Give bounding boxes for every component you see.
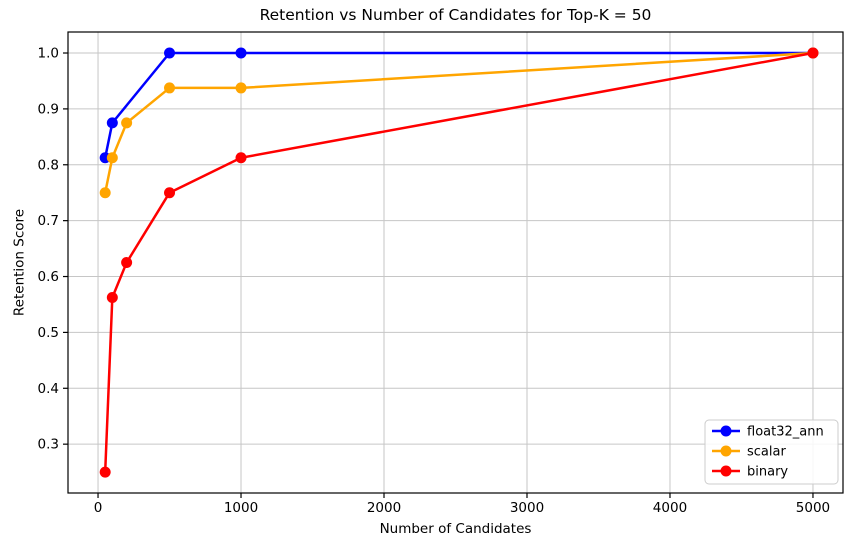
y-tick-label-6: 0.9	[38, 101, 59, 117]
y-tick-label-3: 0.6	[38, 269, 59, 285]
marker-scalar-3	[164, 82, 176, 94]
marker-scalar-2	[121, 117, 133, 129]
marker-binary-1	[106, 291, 118, 303]
series-line-binary	[103, 51, 815, 474]
marker-binary-3	[164, 187, 176, 199]
series-line-scalar	[103, 51, 815, 194]
x-tick-label-5: 5000	[796, 500, 830, 516]
legend-box	[704, 419, 839, 485]
marker-binary-2	[121, 257, 133, 269]
y-tick-label-2: 0.5	[38, 325, 59, 341]
marker-float32_ann-1	[106, 117, 118, 129]
marker-binary-0	[99, 466, 111, 478]
marker-binary-4	[235, 152, 247, 164]
x-tick-label-2: 2000	[367, 500, 401, 516]
x-tick-label-1: 1000	[224, 500, 258, 516]
x-tick-label-4: 4000	[653, 500, 687, 516]
legend-marker-scalar	[720, 445, 732, 457]
marker-scalar-0	[99, 187, 111, 199]
marker-float32_ann-2	[164, 47, 176, 59]
marker-scalar-1	[106, 152, 118, 164]
y-tick-label-5: 0.8	[38, 157, 59, 173]
y-axis-label: Retention Score	[11, 208, 28, 317]
marker-float32_ann-3	[235, 47, 247, 59]
legend-marker-float32_ann	[720, 425, 732, 437]
legend-label-float32_ann: float32_ann	[747, 425, 824, 440]
chart-title: Retention vs Number of Candidates for To…	[259, 6, 652, 24]
legend-marker-binary	[720, 465, 732, 477]
legend-label-binary: binary	[747, 465, 788, 480]
x-axis-label: Number of Candidates	[379, 521, 532, 537]
marker-scalar-4	[235, 82, 247, 94]
marker-binary-5	[807, 47, 819, 59]
x-tick-label-3: 3000	[510, 500, 544, 516]
y-tick-label-0: 0.3	[38, 437, 59, 453]
legend-label-scalar: scalar	[747, 445, 786, 460]
y-tick-label-4: 0.7	[38, 213, 59, 229]
y-tick-label-7: 1.0	[38, 46, 59, 62]
series-line-float32_ann	[103, 51, 815, 160]
axes-box	[67, 31, 844, 494]
y-tick-label-1: 0.4	[38, 381, 59, 397]
x-tick-label-0: 0	[94, 500, 103, 516]
